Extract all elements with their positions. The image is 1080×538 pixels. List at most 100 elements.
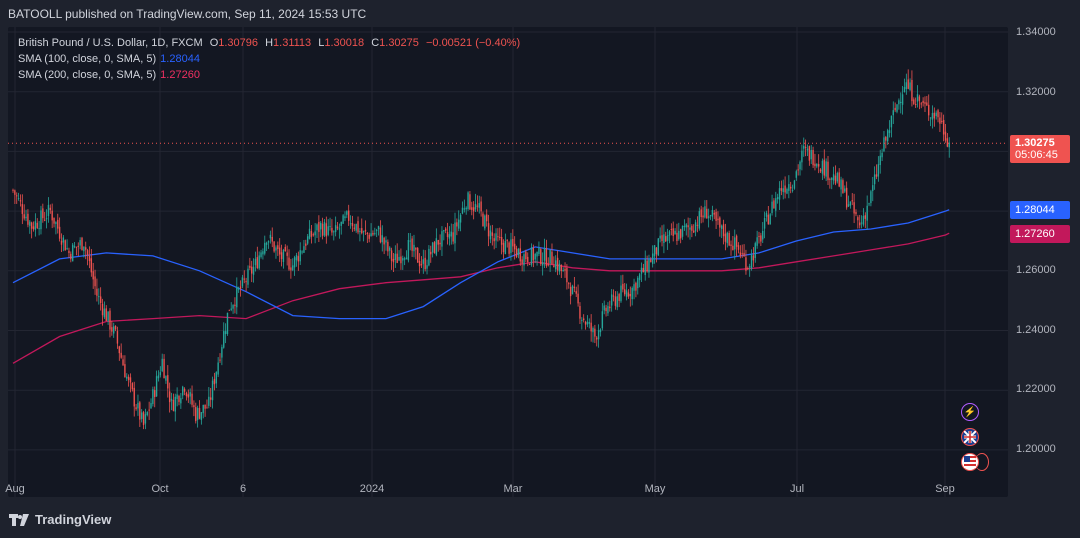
candle: [872, 176, 874, 202]
candle-body: [547, 264, 549, 266]
candle: [622, 274, 624, 293]
candle-body: [491, 232, 494, 236]
candle-body: [903, 87, 906, 93]
candle-body: [648, 259, 650, 273]
candle-body: [937, 110, 939, 118]
candle-body: [185, 392, 188, 397]
candle-body: [612, 295, 615, 297]
candle-body: [286, 252, 288, 256]
candle-body: [323, 222, 326, 236]
candle: [325, 216, 328, 244]
candle: [155, 370, 158, 397]
candle: [521, 256, 523, 272]
candle: [862, 208, 865, 227]
candle: [648, 254, 650, 278]
candle: [655, 247, 658, 263]
candle: [909, 78, 911, 92]
legend-sma200-row[interactable]: SMA (200, close, 0, SMA, 5) 1.27260: [18, 67, 520, 83]
candle-body: [896, 104, 898, 112]
candle-body: [495, 233, 497, 241]
candle-body: [183, 388, 186, 392]
sma200-line[interactable]: [12, 232, 950, 364]
candle: [114, 325, 117, 332]
candle-body: [34, 221, 37, 230]
candle-body: [370, 233, 372, 237]
candle-body: [657, 238, 659, 256]
candle: [683, 219, 686, 231]
price-axis[interactable]: 1.34000 1.32000 1.26000 1.24000 1.22000 …: [1008, 26, 1080, 497]
candle-body: [239, 286, 242, 289]
close-value: 1.30275: [379, 37, 419, 49]
candle: [933, 107, 936, 127]
candle: [935, 110, 937, 120]
candle-body: [614, 296, 617, 306]
candle: [553, 256, 555, 268]
candle: [103, 301, 106, 320]
candle-body: [512, 238, 514, 247]
candle-body: [929, 117, 932, 119]
candle-body: [124, 364, 126, 378]
candle: [715, 208, 717, 229]
candle: [527, 252, 529, 267]
candle-body: [659, 235, 661, 239]
price-chart[interactable]: [8, 27, 1008, 497]
candle-body: [948, 142, 950, 148]
candle: [624, 283, 626, 297]
candle: [776, 193, 779, 204]
candle: [66, 239, 68, 251]
candle: [791, 184, 794, 193]
candle: [172, 393, 175, 412]
candle: [189, 388, 191, 405]
candle: [336, 221, 339, 231]
candle: [211, 376, 214, 409]
candle: [782, 179, 784, 200]
candle: [144, 408, 147, 430]
candle-body: [534, 253, 536, 260]
candle-body: [64, 240, 66, 251]
legend-sma100-row[interactable]: SMA (100, close, 0, SMA, 5) 1.28044: [18, 51, 520, 67]
candle-body: [208, 396, 210, 406]
candle: [491, 224, 494, 246]
candle: [105, 305, 107, 322]
chart-pane[interactable]: [8, 27, 1008, 497]
tradingview-logo[interactable]: TradingView: [9, 512, 111, 527]
candle: [486, 209, 488, 227]
candle: [857, 215, 859, 229]
event-marker-stack[interactable]: [975, 453, 989, 471]
candle: [439, 234, 441, 251]
candle-body: [392, 258, 395, 263]
footer-brand: TradingView: [35, 512, 112, 527]
candle: [331, 219, 333, 236]
candle: [53, 217, 55, 228]
candle: [139, 400, 141, 427]
candle: [829, 177, 831, 189]
candle: [40, 205, 42, 235]
candle: [42, 203, 44, 223]
candle: [767, 205, 770, 225]
sma100-value: 1.28044: [160, 53, 200, 65]
candle-body: [375, 229, 378, 231]
candle: [180, 392, 182, 409]
candle: [348, 204, 350, 226]
candle: [916, 85, 919, 108]
candle: [459, 213, 462, 232]
candle: [64, 239, 66, 251]
candle-body: [405, 257, 408, 260]
candle: [29, 219, 31, 234]
candle: [926, 95, 928, 106]
candle: [60, 233, 63, 252]
candle-body: [353, 227, 355, 229]
candle: [819, 168, 822, 173]
candle-body: [681, 225, 684, 237]
candle: [85, 241, 87, 260]
lightning-icon[interactable]: ⚡: [961, 403, 979, 421]
candle-body: [747, 268, 749, 270]
candle: [584, 320, 587, 330]
candle-body: [234, 304, 236, 307]
sma100-line[interactable]: [12, 209, 950, 320]
candle: [896, 103, 898, 114]
uk-flag-icon[interactable]: [961, 428, 979, 446]
candle: [217, 357, 219, 378]
candle-body: [217, 362, 219, 375]
candle: [696, 216, 699, 233]
